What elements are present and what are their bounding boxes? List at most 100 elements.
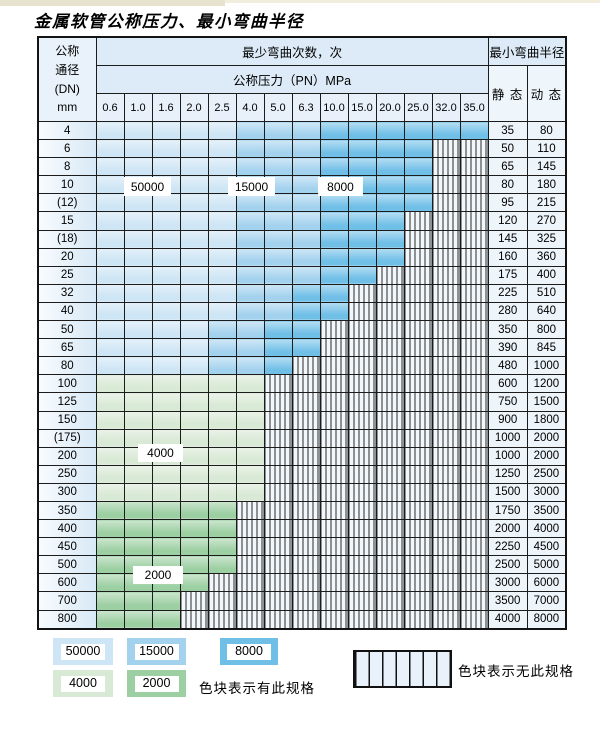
- cell-available: [319, 120, 349, 141]
- cell-unavailable: [431, 301, 461, 322]
- dynamic-radius-value: 510: [526, 283, 567, 303]
- table-row-dn-18: (18) 145 325: [37, 229, 567, 249]
- cell-unavailable: [459, 265, 489, 285]
- dn-value: 200: [37, 446, 97, 466]
- header-dn-line1: 公称: [55, 44, 80, 59]
- cell-unavailable: [207, 591, 237, 611]
- cell-available: [403, 120, 433, 141]
- cell-available: [207, 482, 237, 502]
- cell-unavailable: [431, 247, 461, 267]
- cell-available: [235, 374, 265, 394]
- cell-available: [95, 410, 125, 430]
- cell-available: [123, 464, 153, 484]
- table-row-dn-200: 200 1000 2000: [37, 446, 567, 466]
- cell-available: [179, 157, 209, 177]
- cell-available: [235, 283, 265, 303]
- cell-unavailable: [263, 555, 293, 575]
- cell-unavailable: [375, 410, 405, 430]
- cell-available: [291, 193, 321, 213]
- cell-available: [95, 175, 125, 195]
- cell-unavailable: [235, 591, 265, 611]
- header-dynamic: 动 态: [526, 65, 567, 122]
- cell-unavailable: [263, 374, 293, 394]
- static-radius-value: 80: [487, 175, 528, 195]
- cell-unavailable: [319, 537, 349, 557]
- table-row-dn-20: 20 160 360: [37, 247, 567, 267]
- cell-available: [347, 247, 377, 267]
- cell-available: [123, 338, 153, 358]
- cell-unavailable: [403, 320, 433, 340]
- cell-available: [235, 301, 265, 322]
- dynamic-radius-value: 3000: [526, 482, 567, 502]
- cell-unavailable: [375, 500, 405, 521]
- cell-unavailable: [207, 573, 237, 593]
- dynamic-radius-value: 180: [526, 175, 567, 195]
- cell-available: [347, 139, 377, 159]
- cell-available: [207, 356, 237, 376]
- dynamic-radius-value: 1800: [526, 410, 567, 430]
- dynamic-radius-value: 800: [526, 320, 567, 340]
- table-row-dn-6: 6 50 110: [37, 139, 567, 159]
- cell-unavailable: [319, 500, 349, 521]
- cell-unavailable: [263, 392, 293, 412]
- dn-value: (175): [37, 428, 97, 448]
- cell-unavailable: [319, 519, 349, 539]
- static-radius-value: 145: [487, 229, 528, 249]
- cell-unavailable: [347, 283, 377, 303]
- cell-available: [123, 193, 153, 213]
- cell-unavailable: [319, 356, 349, 376]
- cell-available: [347, 229, 377, 249]
- cell-available: [207, 229, 237, 249]
- cell-available: [151, 211, 181, 231]
- table-row-dn-400: 400 2000 4000: [37, 519, 567, 539]
- cell-available: [319, 193, 349, 213]
- cell-available: [235, 157, 265, 177]
- pressure-col-4.0: 4.0: [235, 93, 265, 122]
- cell-unavailable: [403, 428, 433, 448]
- cell-unavailable: [319, 410, 349, 430]
- dynamic-radius-value: 110: [526, 139, 567, 159]
- cell-available: [179, 211, 209, 231]
- cell-available: [235, 446, 265, 466]
- cell-available: [235, 247, 265, 267]
- cell-unavailable: [375, 573, 405, 593]
- cell-unavailable: [291, 428, 321, 448]
- table-row-dn-12: (12) 95 215: [37, 193, 567, 213]
- cell-unavailable: [431, 446, 461, 466]
- cell-available: [95, 157, 125, 177]
- static-radius-value: 1750: [487, 500, 528, 521]
- cell-unavailable: [319, 392, 349, 412]
- region-label-15000: 15000: [228, 177, 275, 196]
- table-row-dn-500: 500 2500 5000: [37, 555, 567, 575]
- cell-unavailable: [375, 320, 405, 340]
- static-radius-value: 120: [487, 211, 528, 231]
- cell-available: [95, 555, 125, 575]
- cell-available: [179, 247, 209, 267]
- cell-available: [151, 482, 181, 502]
- cell-available: [151, 229, 181, 249]
- pressure-col-25.0: 25.0: [403, 93, 433, 122]
- pressure-col-10.0: 10.0: [319, 93, 349, 122]
- dynamic-radius-value: 145: [526, 157, 567, 177]
- pressure-col-5.0: 5.0: [263, 93, 293, 122]
- cell-unavailable: [403, 211, 433, 231]
- cell-unavailable: [459, 392, 489, 412]
- table-row-dn-8: 8 65 145: [37, 157, 567, 177]
- cell-unavailable: [375, 609, 405, 630]
- header-dn-line2: 通径: [55, 62, 80, 77]
- cell-unavailable: [431, 519, 461, 539]
- cell-unavailable: [347, 410, 377, 430]
- cell-unavailable: [375, 591, 405, 611]
- static-radius-value: 350: [487, 320, 528, 340]
- static-radius-value: 480: [487, 356, 528, 376]
- cell-available: [235, 193, 265, 213]
- cell-unavailable: [459, 464, 489, 484]
- dynamic-radius-value: 845: [526, 338, 567, 358]
- cell-available: [375, 120, 405, 141]
- cell-unavailable: [347, 591, 377, 611]
- cell-available: [123, 537, 153, 557]
- cell-available: [235, 120, 265, 141]
- cell-available: [151, 537, 181, 557]
- cell-available: [375, 139, 405, 159]
- cell-available: [263, 211, 293, 231]
